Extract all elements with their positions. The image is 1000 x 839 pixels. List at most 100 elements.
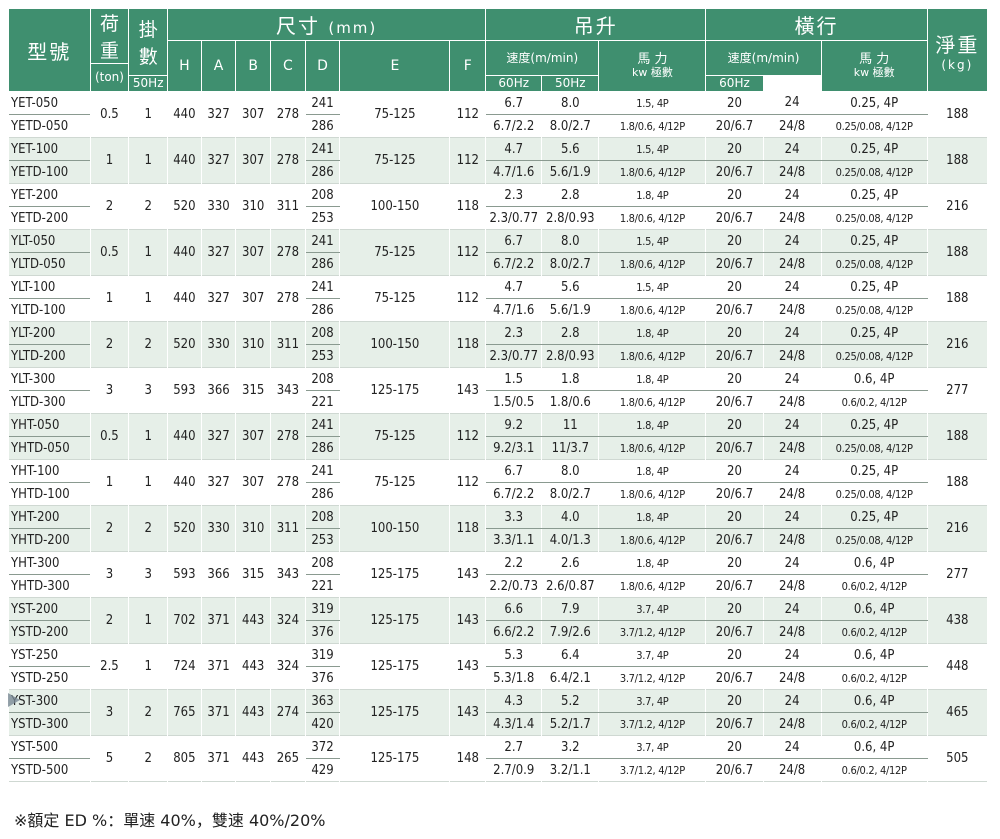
dim-f-value: 143 <box>449 597 487 644</box>
traverse-speed-50hz-dual: 20/6.7 <box>705 620 764 644</box>
hooks-value: 2 <box>128 505 169 552</box>
load-value: 0.5 <box>89 229 130 276</box>
hoist-speed-50hz-dual: 4.7/1.6 <box>485 298 543 322</box>
traverse-speed-50hz: 20 <box>705 505 764 529</box>
table-row: YST-200 2 1 702 371 443 324 319 125-175 143 6.6 7.9… <box>8 597 989 644</box>
traverse-speed-50hz: 20 <box>705 689 764 713</box>
hooks-value: 2 <box>128 183 169 230</box>
model-dual-speed: YHTD-200 <box>8 528 91 552</box>
hoist-speed-60hz: 2.8 <box>541 183 600 207</box>
hoist-power-dual: 1.8/0.6, 4/12P <box>598 160 707 184</box>
dim-d-value-dual: 253 <box>304 206 341 230</box>
traverse-speed-60hz-dual: 24/8 <box>762 482 822 506</box>
dim-d-value-single: 241 <box>304 137 341 161</box>
model-group: YHT-100 1 1 440 327 307 278 241 75-125 112 6.7 8.0 1… <box>8 459 989 506</box>
load-value: 1 <box>89 137 130 184</box>
dim-e-value: 125-175 <box>339 551 451 598</box>
model-group: YET-100 1 1 440 327 307 278 241 75-125 112 4.7 5.6 1… <box>8 137 989 184</box>
traverse-power: 0.6, 4P <box>820 689 928 713</box>
dim-d-value-single: 372 <box>304 735 341 759</box>
table-row: YST-250 2.5 1 724 371 443 324 319 125-175 143 5.3 6… <box>8 643 989 690</box>
model-single-speed: YLT-200 <box>8 321 91 345</box>
dim-d-value-single: 208 <box>304 367 341 391</box>
dim-e-value: 75-125 <box>339 413 451 460</box>
dim-d-value-dual: 253 <box>304 528 341 552</box>
hooks-value: 3 <box>128 551 169 598</box>
traverse-power-dual: 0.6/0.2, 4/12P <box>820 758 928 782</box>
hoist-power: 1.8, 4P <box>598 321 707 345</box>
hoist-power: 1.5, 4P <box>598 137 707 161</box>
traverse-power-dual: 0.6/0.2, 4/12P <box>820 390 928 414</box>
traverse-speed-60hz: 24 <box>762 459 822 483</box>
traverse-speed-50hz: 20 <box>705 229 764 253</box>
model-single-speed: YET-200 <box>8 183 91 207</box>
model-single-speed: YST-500 <box>8 735 91 759</box>
load-value: 0.5 <box>89 413 130 460</box>
header-weight-label: 淨重 <box>935 32 980 57</box>
model-dual-speed: YSTD-200 <box>8 620 91 644</box>
model-dual-speed: YETD-200 <box>8 206 91 230</box>
hoist-speed-60hz: 4.0 <box>541 505 600 529</box>
hoist-speed-60hz-dual: 8.0/2.7 <box>541 114 600 138</box>
traverse-speed-60hz-dual: 24/8 <box>762 160 822 184</box>
dim-d-value-dual: 286 <box>304 298 341 322</box>
hoist-speed-50hz: 4.7 <box>485 137 543 161</box>
table-row: YSTD-250 376 5.3/1.8 6.4/2.1 3.7/1.2, 4/12P 2… <box>8 666 988 690</box>
traverse-power: 0.25, 4P <box>820 505 928 529</box>
dim-c-value: 311 <box>270 505 306 552</box>
weight-value: 277 <box>926 367 989 414</box>
hoist-speed-60hz-dual: 8.0/2.7 <box>541 482 600 506</box>
model-group: YLT-200 2 2 520 330 310 311 208 100-150 118 2.3 2.8… <box>8 321 989 368</box>
dim-b-value: 310 <box>235 505 272 552</box>
dim-c-value: 278 <box>270 459 306 506</box>
hoist-speed-50hz-dual: 4.3/1.4 <box>485 712 543 736</box>
traverse-speed-60hz: 24 <box>762 229 822 253</box>
dim-a-value: 327 <box>200 137 237 184</box>
dim-f-value: 143 <box>449 643 487 690</box>
hooks-value: 1 <box>128 643 169 690</box>
traverse-power-dual: 0.25/0.08, 4/12P <box>820 206 928 230</box>
traverse-speed-50hz-dual: 20/6.7 <box>705 712 764 736</box>
hooks-value: 1 <box>128 229 169 276</box>
dim-h-value: 702 <box>167 597 202 644</box>
dim-b-value: 315 <box>235 551 272 598</box>
model-single-speed: YLT-300 <box>8 367 91 391</box>
hoist-speed-50hz: 6.6 <box>485 597 543 621</box>
traverse-power-dual: 0.6/0.2, 4/12P <box>820 620 928 644</box>
model-group: YLT-050 0.5 1 440 327 307 278 241 75-125 112 6.7 8.… <box>8 229 989 276</box>
hoist-speed-60hz: 6.4 <box>541 643 600 667</box>
hoist-speed-50hz: 4.7 <box>485 275 543 299</box>
table-row: YET-050 0.5 1 440 327 307 278 241 75-125 112 6.7 8.… <box>8 91 989 138</box>
load-value: 2 <box>89 505 130 552</box>
traverse-speed-60hz-dual: 24/8 <box>762 206 822 230</box>
traverse-speed-50hz: 20 <box>705 643 764 667</box>
hoist-speed-50hz-dual: 1.5/0.5 <box>485 390 543 414</box>
weight-value: 216 <box>926 505 989 552</box>
model-dual-speed: YSTD-250 <box>8 666 91 690</box>
header-hoist-speed: 速度(m/min) <box>485 40 600 76</box>
dim-f-value: 143 <box>449 551 487 598</box>
weight-value: 465 <box>926 689 989 736</box>
dim-b-value: 307 <box>235 137 272 184</box>
hoist-power-dual: 1.8/0.6, 4/12P <box>598 482 707 506</box>
hoist-power: 3.7, 4P <box>598 597 707 621</box>
header-dim-e: E <box>339 40 451 92</box>
dim-d-value-dual: 221 <box>304 574 341 598</box>
table-row: YSTD-500 429 2.7/0.9 3.2/1.1 3.7/1.2, 4/12P 2… <box>8 758 988 782</box>
hoist-speed-60hz-dual: 1.8/0.6 <box>541 390 600 414</box>
hoist-speed-50hz-dual: 2.2/0.73 <box>485 574 543 598</box>
hooks-value: 1 <box>128 137 169 184</box>
table-row: YLT-300 3 3 593 366 315 343 208 125-175 143 1.5 1.8… <box>8 367 989 414</box>
model-group: YHT-200 2 2 520 330 310 311 208 100-150 118 3.3 4.0… <box>8 505 989 552</box>
dim-c-value: 343 <box>270 551 306 598</box>
dim-f-value: 118 <box>449 505 487 552</box>
model-single-speed: YLT-100 <box>8 275 91 299</box>
weight-value: 188 <box>926 275 989 322</box>
dim-f-value: 118 <box>449 321 487 368</box>
traverse-power: 0.25, 4P <box>820 183 928 207</box>
dim-a-value: 371 <box>200 597 237 644</box>
dim-h-value: 593 <box>167 367 202 414</box>
traverse-speed-50hz: 20 <box>705 735 764 759</box>
hoist-speed-60hz: 7.9 <box>541 597 600 621</box>
weight-value: 188 <box>926 459 989 506</box>
